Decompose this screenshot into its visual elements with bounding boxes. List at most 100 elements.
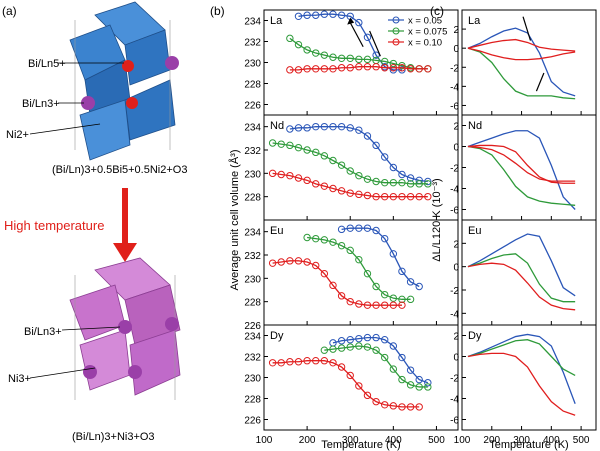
x-tick-label: 200	[483, 435, 500, 446]
y-tick-label: -4	[450, 309, 459, 320]
y-tick-label: 228	[244, 193, 261, 204]
data-point	[346, 189, 354, 197]
subplot-label: Dy	[468, 330, 482, 342]
subplot-frame	[263, 219, 459, 326]
x-tick-label: 100	[454, 435, 471, 446]
bi5-atom	[122, 60, 134, 72]
data-point	[424, 192, 432, 201]
label-bi-ln3: Bi/Ln3+	[22, 98, 60, 110]
data-point	[398, 61, 406, 70]
y-tick-label: -6	[450, 206, 459, 217]
data-point	[398, 170, 406, 179]
y-tick-label: -4	[450, 82, 459, 93]
data-point	[398, 301, 406, 309]
data-point	[381, 178, 389, 187]
hysteresis-arrow-2	[369, 30, 381, 57]
y-tick-label: 0	[453, 44, 459, 55]
label-bi-ln5: Bi/Ln5+	[28, 58, 66, 70]
subplot-frame	[461, 219, 597, 326]
data-point	[381, 192, 389, 201]
data-point	[355, 126, 363, 134]
subplot-nd: -6 -4 -2 0 2 Nd	[450, 114, 597, 221]
y-tick-label: 228	[244, 395, 261, 406]
data-point	[268, 259, 277, 267]
data-point	[398, 403, 406, 411]
y-tick-label: 2	[453, 25, 459, 36]
data-point	[381, 153, 389, 161]
data-point	[406, 366, 415, 374]
subplot-label: Eu	[468, 225, 481, 237]
data-point	[355, 255, 363, 264]
data-point	[389, 250, 398, 258]
data-point	[363, 191, 372, 200]
data-point	[329, 122, 337, 131]
data-point	[398, 295, 406, 304]
data-point	[381, 401, 389, 409]
data-point	[303, 11, 311, 19]
y-tick-label: 226	[244, 101, 261, 112]
y-tick-label: 234	[244, 123, 261, 134]
bottom-crystal-structure	[69, 257, 181, 400]
data-point	[329, 184, 337, 193]
data-point	[424, 65, 432, 73]
data-point	[406, 180, 415, 188]
data-point	[294, 40, 303, 49]
data-point	[389, 294, 398, 302]
y-tick-label: -2	[450, 63, 459, 74]
data-point	[346, 343, 354, 351]
data-point	[312, 122, 320, 131]
y-tick-label: -4	[450, 395, 459, 406]
octahedron-bottom-3	[124, 284, 181, 346]
y-tick-label: 2	[453, 332, 459, 343]
octahedron-top-6	[79, 99, 131, 161]
data-point	[406, 192, 415, 201]
data-point	[398, 267, 406, 276]
panel-a-label: (a)	[2, 4, 17, 18]
legend-marker	[392, 27, 400, 35]
label-high-temperature: High temperature	[4, 218, 104, 233]
data-point	[268, 359, 277, 367]
data-point	[312, 261, 320, 270]
data-point	[312, 234, 320, 243]
y-tick-label: 2	[453, 122, 459, 133]
data-point	[389, 163, 398, 172]
temperature-arrow-shaft	[122, 188, 128, 243]
series-line	[467, 47, 576, 61]
data-point	[424, 379, 432, 387]
data-point	[329, 281, 337, 290]
data-point	[355, 55, 363, 64]
series-line	[272, 142, 428, 185]
subplot-label: Nd	[468, 120, 482, 132]
bi3-atom-bottom-4	[128, 365, 142, 379]
x-tick-label: 300	[513, 435, 530, 446]
data-point	[303, 258, 311, 266]
data-point	[337, 161, 346, 169]
data-point	[294, 12, 303, 20]
data-point	[268, 139, 277, 147]
bi3-atom	[81, 96, 95, 110]
series-line	[324, 345, 428, 388]
series-line	[272, 172, 428, 198]
y-tick-label: -6	[450, 416, 459, 427]
data-point	[329, 65, 337, 73]
data-point	[372, 51, 380, 59]
y-axis-label: Average unit cell volume (Å³)	[228, 149, 241, 290]
data-point	[277, 140, 285, 148]
data-point	[406, 295, 415, 304]
y-tick-label: 230	[244, 59, 261, 70]
data-point	[346, 224, 354, 232]
y-tick-label: 226	[244, 321, 261, 332]
data-point	[312, 357, 320, 365]
x-tick-label: 400	[385, 435, 402, 446]
data-point	[355, 18, 363, 27]
series-line	[467, 130, 576, 210]
y-tick-label: 232	[244, 353, 261, 364]
octahedron-bottom-2	[69, 284, 126, 341]
y-tick-label: 230	[244, 169, 261, 180]
series-line	[332, 336, 429, 384]
formula-top: (Bi/Ln)3+0.5Bi5+0.5Ni2+O3	[52, 164, 187, 176]
data-point	[346, 336, 354, 344]
data-point	[337, 292, 346, 300]
x-tick-label: 500	[428, 435, 445, 446]
data-point	[363, 224, 372, 232]
